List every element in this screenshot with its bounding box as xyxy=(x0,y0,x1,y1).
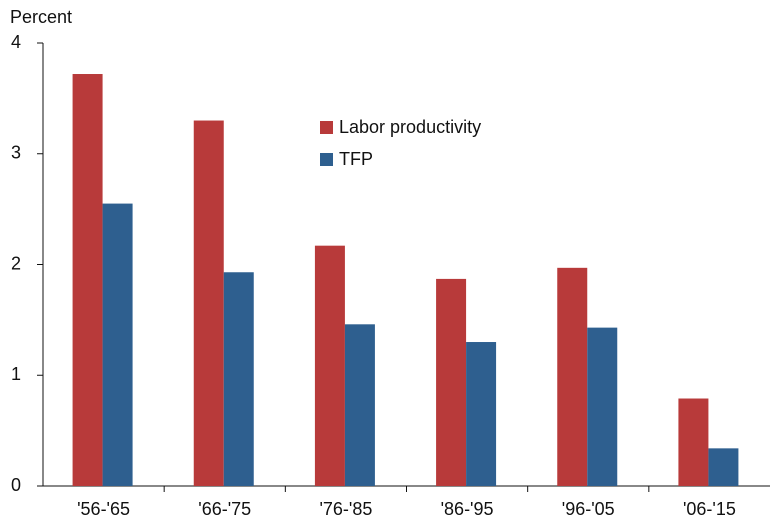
y-tick-label: 3 xyxy=(11,143,21,163)
bar xyxy=(102,203,133,486)
x-tick-label: '86-'95 xyxy=(441,499,494,519)
bar xyxy=(557,267,588,486)
x-tick-label: '06-'15 xyxy=(683,499,736,519)
y-tick-label: 1 xyxy=(11,364,21,384)
legend-swatch xyxy=(320,121,333,134)
legend-label: Labor productivity xyxy=(339,117,481,137)
bar xyxy=(314,245,345,486)
bar xyxy=(193,120,224,487)
bar xyxy=(466,342,497,486)
bar xyxy=(72,74,103,486)
bar xyxy=(436,278,467,486)
bar xyxy=(223,272,254,486)
bar xyxy=(587,327,618,486)
bar xyxy=(678,398,709,486)
y-tick-label: 4 xyxy=(11,32,21,52)
x-tick-label: '76-'85 xyxy=(319,499,372,519)
legend-swatch xyxy=(320,153,333,166)
bar xyxy=(344,324,375,486)
bar xyxy=(708,448,739,486)
y-tick-label: 2 xyxy=(11,253,21,273)
x-tick-label: '56-'65 xyxy=(77,499,130,519)
x-tick-label: '66-'75 xyxy=(198,499,251,519)
x-tick-label: '96-'05 xyxy=(562,499,615,519)
y-tick-label: 0 xyxy=(11,475,21,495)
legend-label: TFP xyxy=(339,149,373,169)
y-axis-label: Percent xyxy=(10,7,72,27)
